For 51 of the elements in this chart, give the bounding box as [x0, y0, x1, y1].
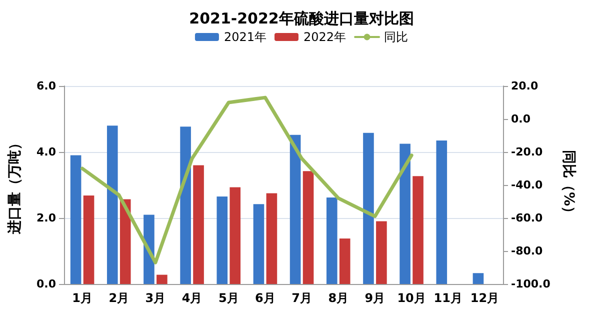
bar: [266, 193, 278, 284]
bar: [253, 204, 264, 284]
x-tick-label: 6月: [255, 291, 276, 305]
y-tick-label: 4.0: [36, 146, 56, 158]
bar: [193, 165, 204, 284]
bar: [216, 196, 228, 284]
x-tick-label: 12月: [470, 291, 500, 305]
chart-title: 2021-2022年硫酸进口量对比图: [189, 10, 414, 28]
bar: [400, 144, 410, 284]
y2-axis-title: 同比（%）: [560, 150, 576, 220]
x-tick-label: 7月: [292, 291, 312, 305]
y2-tick-label: -80.0: [511, 244, 544, 258]
y2-tick-label: 0.0: [511, 112, 531, 126]
bar: [290, 134, 301, 284]
bar: [83, 196, 94, 284]
legend-label: 2022年: [304, 30, 346, 44]
bar: [376, 221, 387, 284]
x-tick-label: 5月: [218, 291, 239, 305]
y2-tick-label: 20.0: [511, 80, 538, 92]
bar: [412, 176, 424, 284]
x-tick-label: 2月: [108, 291, 130, 305]
bar: [230, 187, 241, 284]
y-tick-label: 0.0: [36, 278, 56, 290]
bar: [106, 126, 118, 284]
y2-tick-label: -60.0: [511, 212, 544, 224]
bar: [363, 132, 374, 284]
bar: [180, 126, 191, 284]
x-tick-label: 9月: [364, 291, 386, 305]
x-tick-label: 3月: [145, 291, 166, 305]
line-series: [80, 96, 414, 264]
x-tick-label: 1月: [72, 291, 92, 305]
y-axis-title: 进口量（万吨）: [7, 136, 23, 235]
bar: [436, 140, 448, 284]
bar: [120, 199, 131, 284]
x-tick-label: 4月: [182, 291, 202, 305]
legend-label: 2021年: [224, 30, 267, 44]
x-tick-label: 11月: [434, 291, 462, 305]
bar: [339, 238, 350, 284]
bar: [70, 155, 82, 284]
bar: [472, 273, 484, 284]
y2-tick-label: -20.0: [511, 146, 544, 158]
bar: [302, 171, 314, 284]
y-tick-label: 2.0: [36, 212, 56, 224]
x-tick-label: 8月: [328, 291, 349, 305]
x-tick-label: 10月: [397, 291, 426, 305]
bar: [156, 274, 168, 284]
bar: [326, 198, 338, 284]
y2-tick-label: -40.0: [511, 178, 544, 192]
y2-tick-label: -100.0: [511, 278, 551, 290]
legend-label: 同比: [384, 30, 408, 44]
y-tick-label: 6.0: [36, 80, 56, 92]
